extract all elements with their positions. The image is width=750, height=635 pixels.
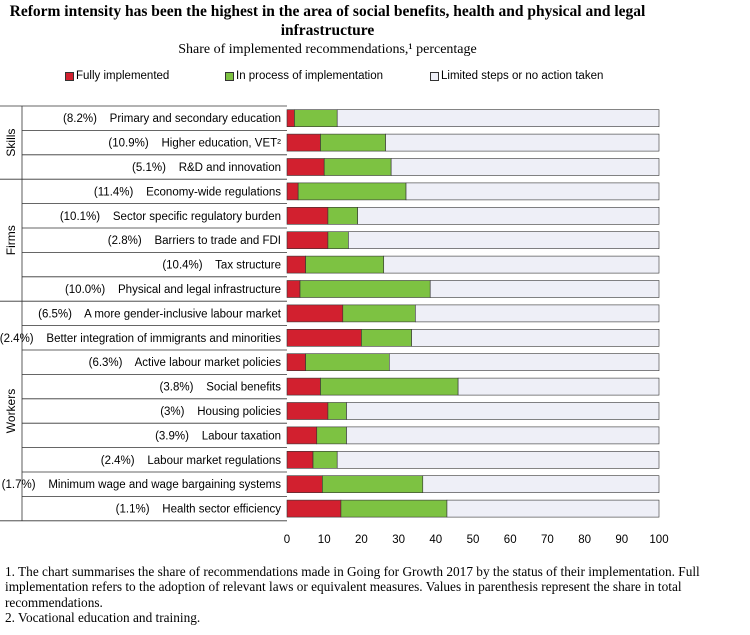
bar-fully-implemented: [286, 255, 306, 274]
bar-fully-implemented: [286, 304, 344, 323]
bar-fully-implemented: [286, 426, 318, 445]
legend-swatch-fully-implemented: [65, 71, 74, 81]
legend-label-in-process: In process of implementation: [236, 70, 384, 82]
bar-limited-steps: [429, 280, 660, 298]
bar-in-process: [322, 475, 424, 494]
x-tick-label: 90: [615, 534, 628, 546]
bar-fully-implemented: [286, 450, 314, 469]
legend-item-fully-implemented: Fully implemented: [65, 70, 169, 82]
bar-in-process: [305, 353, 390, 371]
category-label: (3.9%) Labour taxation: [155, 430, 281, 442]
bar-fully-implemented: [286, 182, 299, 201]
group-label-firms: Firms: [4, 225, 18, 255]
footnotes: 1. The chart summarises the share of rec…: [5, 564, 745, 626]
bar-fully-implemented: [286, 133, 321, 152]
bar-limited-steps: [390, 158, 660, 176]
bar-in-process: [312, 450, 338, 469]
bar-in-process: [297, 182, 407, 201]
legend-swatch-in-process: [225, 71, 234, 81]
legend-swatch-limited-steps: [430, 71, 439, 81]
x-tick-label: 30: [392, 534, 405, 546]
bar-limited-steps: [346, 402, 660, 420]
bar-in-process: [299, 280, 431, 298]
legend-label-fully-implemented: Fully implemented: [76, 70, 170, 82]
bar-fully-implemented: [286, 329, 362, 347]
bar-limited-steps: [336, 109, 660, 127]
bar-in-process: [327, 231, 349, 249]
chart-title: Reform intensity has been the highest in…: [9, 3, 646, 39]
chart-legend: Fully implemented In process of implemen…: [0, 70, 750, 88]
bar-fully-implemented: [286, 280, 301, 298]
category-label: (10.9%) Higher education, VET²: [108, 138, 281, 150]
x-tick-label: 70: [541, 534, 554, 546]
stacked-bar-chart: Skills Firms Workers (8.2%) Primary and sec…: [0, 105, 669, 546]
bar-in-process: [327, 402, 347, 420]
bar-limited-steps: [446, 499, 660, 518]
bar-in-process: [320, 377, 459, 396]
category-label: (3.8%) Social benefits: [160, 382, 282, 394]
legend-label-limited-steps: Limited steps or no action taken: [441, 70, 604, 82]
bar-fully-implemented: [286, 402, 329, 420]
category-label: (10.4%) Tax structure: [162, 260, 281, 272]
x-tick-label: 10: [318, 534, 331, 546]
bar-fully-implemented: [286, 109, 295, 127]
category-label: (10.0%) Physical and legal infrastructur…: [65, 284, 281, 296]
bar-fully-implemented: [286, 207, 329, 225]
category-label: (1.1%) Health sector efficiency: [116, 504, 282, 516]
bar-fully-implemented: [286, 499, 342, 518]
bar-in-process: [323, 158, 392, 176]
chart-subtitle: Share of implemented recommendations,¹ p…: [178, 42, 477, 57]
bar-fully-implemented: [286, 475, 323, 494]
bar-limited-steps: [336, 450, 660, 469]
bar-fully-implemented: [286, 377, 321, 396]
bar-limited-steps: [422, 475, 660, 494]
category-label: (10.1%) Sector specific regulatory burde…: [60, 211, 281, 223]
x-tick-label: 100: [649, 534, 668, 546]
bar-limited-steps: [457, 377, 660, 396]
bar-limited-steps: [383, 255, 660, 274]
category-label: (3%) Housing policies: [160, 406, 281, 418]
bar-in-process: [294, 109, 338, 127]
bar-in-process: [305, 255, 385, 274]
bar-fully-implemented: [286, 353, 306, 371]
bar-limited-steps: [346, 426, 660, 445]
group-label-workers: Workers: [4, 389, 18, 433]
group-label-skills: Skills: [4, 129, 18, 157]
x-tick-label: 40: [429, 534, 442, 546]
bar-limited-steps: [388, 353, 660, 371]
category-label: (6.3%) Active labour market policies: [89, 357, 282, 369]
bar-limited-steps: [415, 304, 660, 323]
bar-limited-steps: [348, 231, 660, 249]
bar-fully-implemented: [286, 158, 325, 176]
x-tick-label: 60: [504, 534, 517, 546]
bar-limited-steps: [411, 329, 660, 347]
category-label: (6.5%) A more gender-inclusive labour ma…: [38, 308, 282, 320]
x-tick-label: 20: [355, 534, 368, 546]
bar-limited-steps: [385, 133, 660, 152]
category-label: (2.4%) Labour market regulations: [101, 455, 282, 467]
x-tick-label: 0: [284, 534, 290, 546]
category-label: (5.1%) R&D and innovation: [132, 162, 281, 174]
bar-in-process: [361, 329, 412, 347]
category-label: (2.4%) Better integration of immigrants …: [0, 333, 281, 345]
bar-in-process: [320, 133, 386, 152]
bar-in-process: [340, 499, 448, 518]
category-label: (11.4%) Economy-wide regulations: [94, 186, 281, 198]
category-label: (8.2%) Primary and secondary education: [63, 113, 281, 125]
legend-item-limited-steps: Limited steps or no action taken: [430, 70, 603, 82]
footnote-2: 2. Vocational education and training.: [5, 610, 201, 626]
footnote-1: 1. The chart summarises the share of rec…: [5, 564, 700, 610]
bar-limited-steps: [357, 207, 660, 225]
bar-in-process: [316, 426, 347, 445]
bar-in-process: [342, 304, 416, 323]
legend-item-in-process: In process of implementation: [225, 70, 383, 82]
category-label: (1.7%) Minimum wage and wage bargaining …: [2, 479, 282, 491]
bar-limited-steps: [405, 182, 660, 201]
x-tick-label: 50: [467, 534, 480, 546]
bar-in-process: [327, 207, 358, 225]
bar-fully-implemented: [286, 231, 329, 249]
category-label: (2.8%) Barriers to trade and FDI: [108, 235, 281, 247]
x-tick-label: 80: [578, 534, 591, 546]
